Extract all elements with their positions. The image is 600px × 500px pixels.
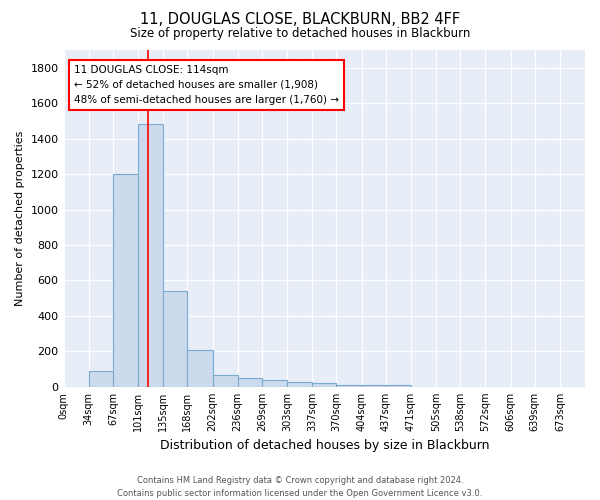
Bar — [337, 384, 362, 387]
X-axis label: Distribution of detached houses by size in Blackburn: Distribution of detached houses by size … — [160, 440, 489, 452]
Bar — [238, 378, 262, 387]
Bar — [287, 382, 312, 387]
Bar — [386, 385, 411, 387]
Bar — [262, 380, 287, 387]
Text: 11, DOUGLAS CLOSE, BLACKBURN, BB2 4FF: 11, DOUGLAS CLOSE, BLACKBURN, BB2 4FF — [140, 12, 460, 28]
Text: Contains HM Land Registry data © Crown copyright and database right 2024.
Contai: Contains HM Land Registry data © Crown c… — [118, 476, 482, 498]
Bar — [89, 371, 113, 387]
Bar — [362, 386, 386, 387]
Bar — [113, 174, 138, 387]
Text: 11 DOUGLAS CLOSE: 114sqm
← 52% of detached houses are smaller (1,908)
48% of sem: 11 DOUGLAS CLOSE: 114sqm ← 52% of detach… — [74, 65, 339, 105]
Bar — [312, 384, 337, 387]
Y-axis label: Number of detached properties: Number of detached properties — [15, 130, 25, 306]
Bar — [138, 124, 163, 387]
Bar — [187, 350, 212, 387]
Bar — [163, 291, 187, 387]
Text: Size of property relative to detached houses in Blackburn: Size of property relative to detached ho… — [130, 28, 470, 40]
Bar — [212, 376, 238, 387]
